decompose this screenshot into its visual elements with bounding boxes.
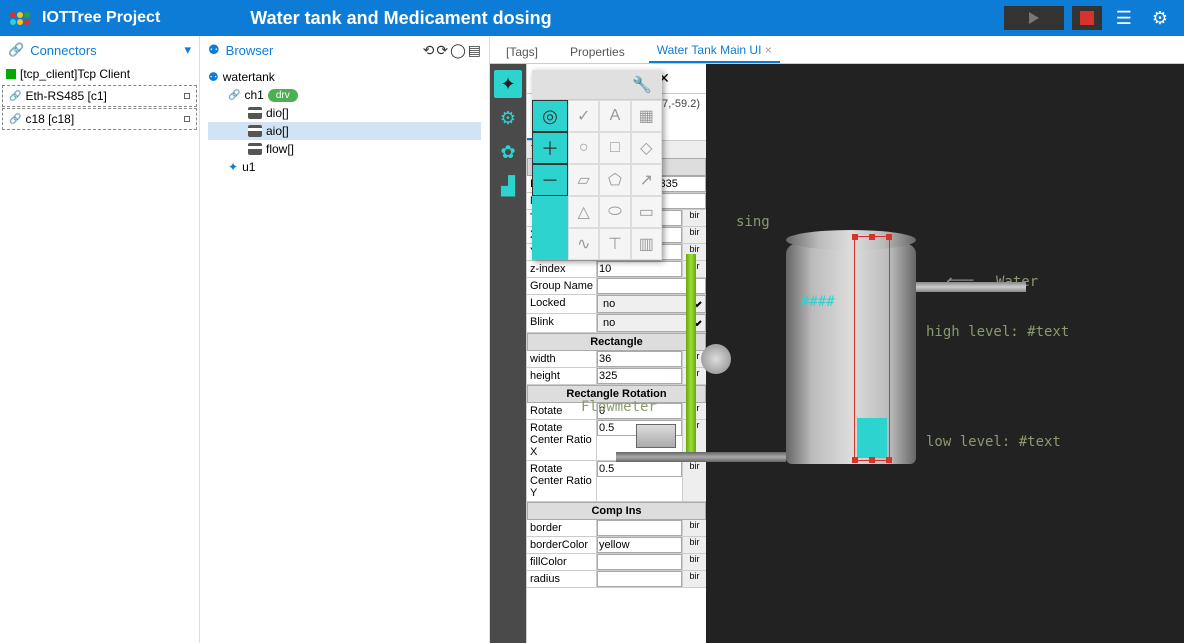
people-icon: ⚉: [208, 42, 220, 58]
tree-item[interactable]: 🔗ch1drv: [208, 86, 481, 104]
connectors-header: 🔗 Connectors ▾: [0, 36, 199, 64]
editor-tab[interactable]: Water Tank Main UI ×: [649, 39, 780, 63]
chart-tool[interactable]: ▟: [494, 172, 522, 200]
shape-triangle[interactable]: △: [568, 196, 599, 228]
label-hash: ####: [801, 294, 835, 310]
settings-icon[interactable]: ⚙: [1146, 8, 1174, 29]
water-tank[interactable]: [786, 244, 916, 464]
editor-tabs: [Tags] Properties Water Tank Main UI ×: [490, 36, 1184, 64]
shape-image[interactable]: ▦: [631, 100, 662, 132]
canvas-area: [Tags] Properties Water Tank Main UI × ✦ ⚙…: [490, 36, 1184, 643]
editor-tab[interactable]: Properties: [562, 41, 633, 63]
record-icon: [1080, 11, 1094, 25]
tree-item[interactable]: ✦u1: [208, 158, 481, 176]
tree-item[interactable]: aio[]: [208, 122, 481, 140]
canvas-toolbar: ✦ ⚙ ✿ ▟: [490, 64, 526, 643]
connector-item[interactable]: 🔗c18 [c18]: [2, 108, 197, 130]
connector-item[interactable]: [tcp_client]Tcp Client: [0, 64, 199, 84]
chevron-down-icon[interactable]: ▾: [184, 42, 191, 58]
add-tool[interactable]: ＋: [532, 132, 568, 164]
connectors-title: Connectors: [30, 43, 96, 58]
label-low: low level: #text: [926, 434, 1061, 450]
valve[interactable]: [701, 344, 731, 374]
shape-ellipse[interactable]: ⬭: [599, 196, 630, 228]
editor-tab[interactable]: [Tags]: [498, 41, 546, 63]
refresh-icon[interactable]: ⟲: [423, 42, 435, 59]
record-control[interactable]: [1072, 6, 1102, 30]
connector-item[interactable]: 🔗Eth-RS485 [c1]: [2, 85, 197, 107]
shape-panel: 🔧 ◎ ＋ － ✓ A ▦ ○ □ ◇: [532, 70, 662, 260]
shape-arrow[interactable]: ↗: [631, 164, 662, 196]
tank-fill: [857, 418, 887, 458]
label-flowmeter: Flowmeter: [581, 399, 657, 415]
server-icon[interactable]: ☰: [1110, 8, 1138, 29]
browser-header: ⚉ Browser ⟲ ⟳ ◯ ▤: [200, 36, 489, 64]
shape-ruler[interactable]: ▥: [631, 228, 662, 260]
puzzle-tool[interactable]: ✦: [494, 70, 522, 98]
browser-title: Browser: [226, 43, 274, 58]
wrench-icon[interactable]: 🔧: [632, 75, 652, 95]
sync-icon[interactable]: ⟳: [436, 42, 448, 59]
label-high: high level: #text: [926, 324, 1069, 340]
flowmeter[interactable]: [636, 424, 676, 448]
app-header: IOTTree Project Water tank and Medicamen…: [0, 0, 1184, 36]
tree-item[interactable]: dio[]: [208, 104, 481, 122]
pipe-in: [916, 282, 1026, 292]
shape-poly[interactable]: ▭: [631, 196, 662, 228]
shape-trap[interactable]: ▱: [568, 164, 599, 196]
pipe-vert: [686, 254, 696, 454]
shape-rect[interactable]: □: [599, 132, 630, 164]
shape-wave[interactable]: ∿: [568, 228, 599, 260]
shape-pentagon[interactable]: ⬠: [599, 164, 630, 196]
shape-diamond[interactable]: ◇: [631, 132, 662, 164]
logo-text: IOTTree Project: [42, 9, 160, 27]
tree-item[interactable]: flow[]: [208, 140, 481, 158]
pipe-out: [616, 452, 786, 462]
gears-tool[interactable]: ⚙: [494, 104, 522, 132]
connectors-panel: 🔗 Connectors ▾ [tcp_client]Tcp Client🔗Et…: [0, 36, 200, 643]
link-icon: 🔗: [8, 42, 24, 58]
selection-rect[interactable]: [854, 236, 890, 461]
shape-tee[interactable]: ⊤: [599, 228, 630, 260]
shape-check[interactable]: ✓: [568, 100, 599, 132]
page-title: Water tank and Medicament dosing: [250, 8, 551, 29]
gear-tool[interactable]: ✿: [494, 138, 522, 166]
logo: IOTTree Project: [10, 9, 160, 27]
shape-text[interactable]: A: [599, 100, 630, 132]
list-icon[interactable]: ▤: [468, 42, 481, 59]
remove-tool[interactable]: －: [532, 164, 568, 196]
browser-panel: ⚉ Browser ⟲ ⟳ ◯ ▤ ⚉watertank🔗ch1drvdio[]…: [200, 36, 490, 643]
tree-item[interactable]: ⚉watertank: [208, 68, 481, 86]
shape-circle[interactable]: ○: [568, 132, 599, 164]
label-sing: sing: [736, 214, 770, 230]
play-icon: [1029, 12, 1039, 24]
target-tool[interactable]: ◎: [532, 100, 568, 132]
circle-icon[interactable]: ◯: [450, 42, 466, 59]
play-control[interactable]: [1004, 6, 1064, 30]
